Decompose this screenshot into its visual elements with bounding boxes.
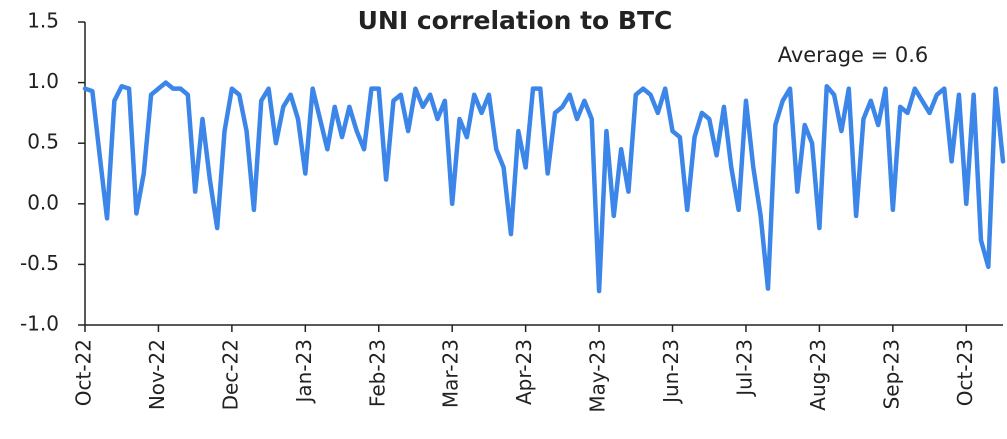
annotation: Average = 0.6 <box>778 43 929 67</box>
x-tick-label: May-23 <box>586 339 610 413</box>
x-tick-label: Oct-22 <box>72 339 96 406</box>
x-tick-label: Jul-23 <box>732 339 756 398</box>
x-tick-label: Mar-23 <box>439 339 463 408</box>
x-tick-label: Feb-23 <box>365 339 389 407</box>
y-tick-label: -0.5 <box>20 251 59 275</box>
y-tick-label: 0.0 <box>27 190 59 214</box>
x-tick-label: Oct-23 <box>953 339 977 406</box>
y-tick-label: -1.0 <box>20 312 59 336</box>
y-tick-label: 0.5 <box>27 130 59 154</box>
x-tick-label: Jan-23 <box>292 339 316 405</box>
data-line <box>82 80 1006 294</box>
x-tick-label: Jun-23 <box>659 339 683 405</box>
chart-title: UNI correlation to BTC <box>358 6 673 35</box>
x-tick-label: Sep-23 <box>879 339 903 409</box>
x-tick-label: Dec-22 <box>218 339 242 410</box>
y-tick-label: 1.5 <box>27 9 59 33</box>
x-tick-label: Aug-23 <box>806 339 830 411</box>
y-tick-label: 1.0 <box>27 69 59 93</box>
x-tick-label: Apr-23 <box>512 339 536 405</box>
x-tick-label: Nov-22 <box>145 339 169 410</box>
